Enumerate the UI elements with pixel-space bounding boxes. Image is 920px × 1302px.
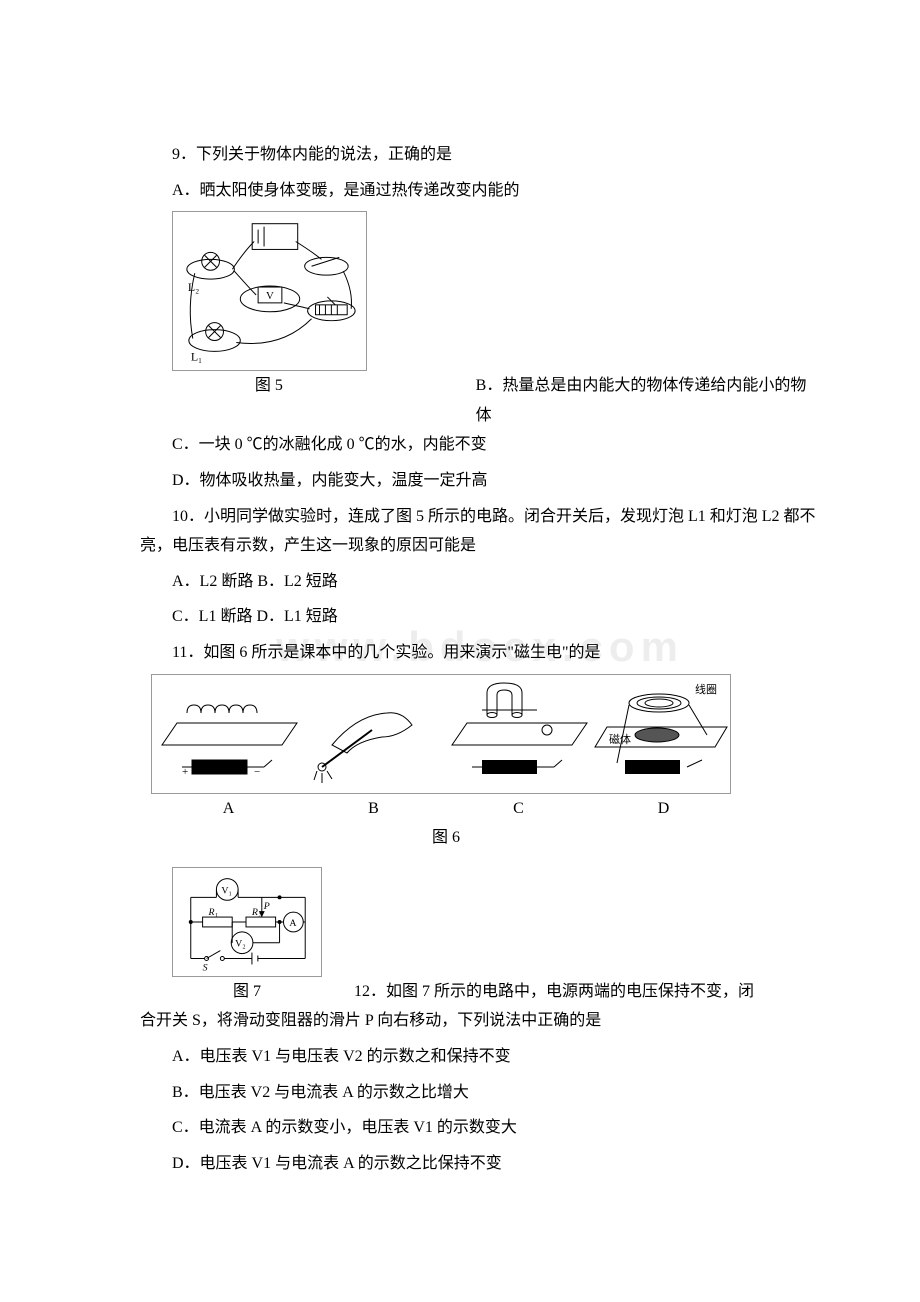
q12-stem-part2: 合开关 S，将滑动变阻器的滑片 P 向右移动，下列说法中正确的是 [140, 1006, 820, 1036]
fig6-coil-label: 线圈 [695, 682, 717, 696]
q10-option-cd: C．L1 断路 D．L1 短路 [140, 602, 820, 632]
fig6-label-b: B [301, 794, 446, 824]
q10-stem: 10．小明同学做实验时，连成了图 5 所示的电路。闭合开关后，发现灯泡 L1 和… [140, 502, 820, 561]
figure-6-caption: 图 6 [156, 823, 736, 853]
fig7-s: S [203, 962, 208, 973]
fig6-label-c: C [446, 794, 591, 824]
figure-7-caption: 图 7 [233, 977, 261, 1007]
q9-option-a: A．晒太阳使身体变暖，是通过热传递改变内能的 [140, 176, 820, 206]
fig5-label-l2: L₂ [188, 280, 199, 294]
figure-6-image: + − 线圈 [151, 674, 731, 794]
figure-6-labels-row: A B C D [156, 794, 736, 824]
q12-option-b: B．电压表 V2 与电流表 A 的示数之比增大 [140, 1078, 820, 1108]
figure-7-image: V₁ R₁ R₂ P A V₂ [172, 867, 322, 977]
q10-option-ab: A．L2 断路 B．L2 短路 [140, 567, 820, 597]
fig7-p: P [263, 901, 270, 912]
fig7-r1: R₁ [208, 907, 218, 918]
q12-option-c: C．电流表 A 的示数变小，电压表 V1 的示数变大 [140, 1113, 820, 1143]
figure-5-caption: 图 5 [172, 371, 366, 401]
q9-stem: 9．下列关于物体内能的说法，正确的是 [140, 140, 820, 170]
svg-text:−: − [254, 766, 260, 778]
q9-option-b: B．热量总是由内能大的物体传递给内能小的物体 [476, 371, 820, 430]
figure-7-block: V₁ R₁ R₂ P A V₂ [140, 867, 820, 1007]
figure-5-image: L₂ V L₁ [172, 211, 367, 371]
q12-option-d: D．电压表 V1 与电流表 A 的示数之比保持不变 [140, 1149, 820, 1179]
fig7-v1: V₁ [221, 885, 232, 896]
fig7-v2: V₂ [235, 938, 246, 949]
q11-stem: 11．如图 6 所示是课本中的几个实验。用来演示"磁生电"的是 [140, 638, 820, 668]
fig5-label-l1: L₁ [191, 349, 202, 363]
q9-option-d: D．物体吸收热量，内能变大，温度一定升高 [140, 466, 820, 496]
q9-option-c: C．一块 0 ℃的冰融化成 0 ℃的水，内能不变 [140, 430, 820, 460]
figure-5-block: L₂ V L₁ [172, 211, 820, 430]
q12-stem-part1: 12．如图 7 所示的电路中，电源两端的电压保持不变，闭 [322, 977, 820, 1007]
fig6-magnet-label: 磁体 [609, 732, 631, 746]
fig6-label-a: A [156, 794, 301, 824]
fig5-label-v: V [266, 290, 274, 302]
svg-text:+: + [182, 766, 188, 778]
fig6-label-d: D [591, 794, 736, 824]
q12-option-a: A．电压表 V1 与电压表 V2 的示数之和保持不变 [140, 1042, 820, 1072]
fig7-a: A [289, 918, 297, 929]
